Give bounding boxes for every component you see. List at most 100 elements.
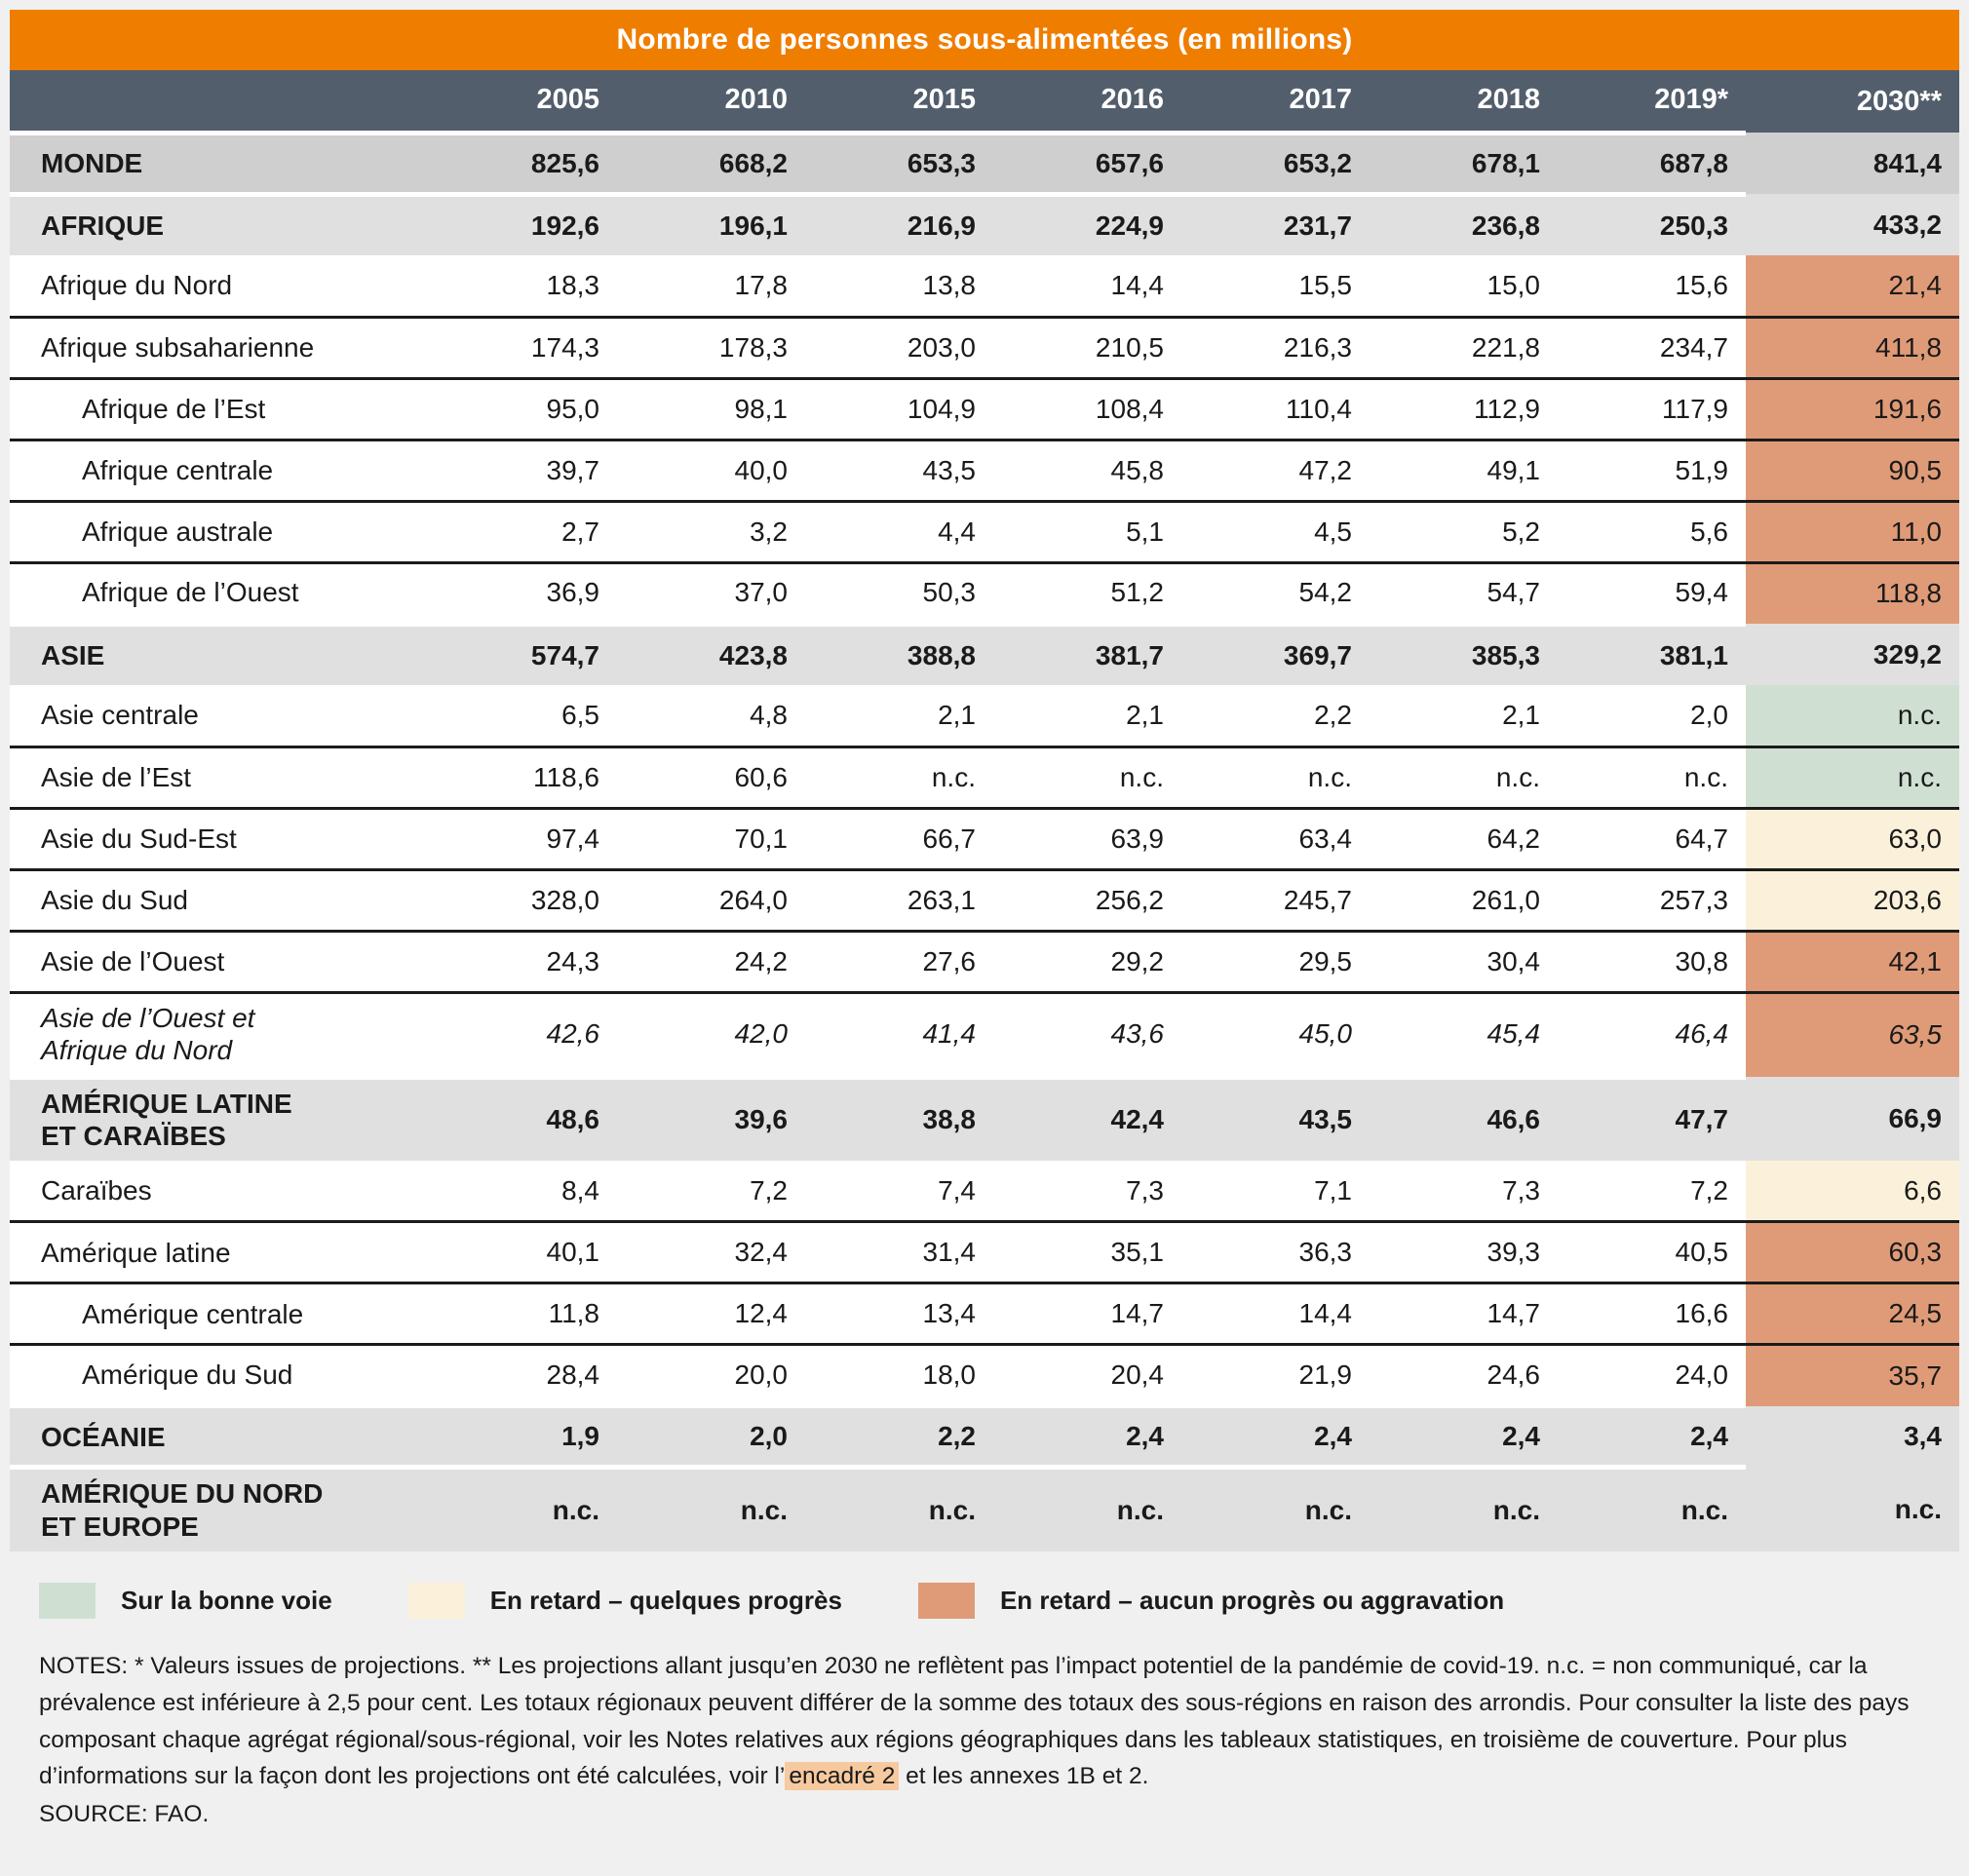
value-cell: 7,3	[1502, 1174, 1540, 1206]
value-cell: 43,5	[805, 438, 993, 501]
value-cell: 36,9	[429, 560, 617, 624]
value-cell: 54,7	[1370, 560, 1558, 624]
value-cell: 31,4	[805, 1220, 993, 1283]
value-cell: 7,2	[750, 1174, 788, 1206]
table-row: Afrique centrale 39,7 40,0 43,5 45,8 47,2 49,1…	[10, 438, 1959, 501]
value-cell: 21,9	[1181, 1343, 1370, 1406]
value-2030-cell: n.c.	[1746, 1467, 1959, 1551]
value-cell: 257,3	[1558, 867, 1746, 931]
value-2030-cell: 118,8	[1746, 560, 1959, 624]
value-cell: n.c.	[805, 745, 993, 808]
value-cell: 54,2	[1181, 560, 1370, 624]
value-cell: 825,6	[429, 130, 617, 194]
table-row: Afrique de l’Ouest 36,9 37,0 50,3 51,2 54,2 54…	[10, 560, 1959, 624]
row-label: AMÉRIQUE LATINE ET CARAÏBES	[10, 1074, 429, 1161]
table-row: AMÉRIQUE LATINE ET CARAÏBES 48,6 39,6 38,8 4…	[10, 1074, 1959, 1161]
table-row: Caraïbes 8,4 7,2 7,4 7,3 7,1 7,3 7,2 6,6	[10, 1160, 1959, 1222]
value-cell: 657,6	[993, 130, 1181, 194]
value-cell: 42,6	[429, 990, 617, 1078]
value-cell: 14,7	[1370, 1282, 1558, 1345]
value-cell: 2,4	[1558, 1403, 1746, 1468]
row-label: Amérique latine	[10, 1220, 429, 1283]
value-cell: 63,4	[1181, 806, 1370, 869]
value-cell: 108,4	[993, 376, 1181, 440]
value-2030-cell: 6,6	[1746, 1160, 1959, 1222]
value-cell: 210,5	[993, 315, 1181, 378]
value-cell: 2,2	[1314, 699, 1352, 730]
value-cell: 18,3	[546, 269, 600, 300]
row-label: Afrique de l’Est	[10, 376, 429, 440]
value-cell: 112,9	[1370, 376, 1558, 440]
row-label: Afrique centrale	[10, 438, 429, 501]
notes-text: NOTES: * Valeurs issues de projections. …	[39, 1652, 1910, 1790]
value-cell: 423,8	[617, 621, 805, 685]
row-label: Asie centrale	[41, 699, 199, 730]
value-cell: 29,2	[993, 929, 1181, 992]
value-cell: 653,2	[1181, 130, 1370, 194]
row-label: Asie de l’Est	[10, 745, 429, 808]
value-cell: 36,3	[1181, 1220, 1370, 1283]
value-2030-cell: 35,7	[1746, 1343, 1959, 1406]
value-cell: 678,1	[1370, 130, 1558, 194]
value-cell: 574,7	[429, 621, 617, 685]
value-cell: 40,5	[1558, 1220, 1746, 1283]
value-cell: 3,2	[617, 499, 805, 562]
value-cell: 29,5	[1181, 929, 1370, 992]
value-cell: 256,2	[993, 867, 1181, 931]
value-cell: 50,3	[805, 560, 993, 624]
value-cell: 20,4	[993, 1343, 1181, 1406]
value-cell: 20,0	[617, 1343, 805, 1406]
value-cell: 174,3	[429, 315, 617, 378]
value-cell: 48,6	[429, 1074, 617, 1161]
value-cell: 328,0	[429, 867, 617, 931]
value-cell: 7,3	[1126, 1174, 1164, 1206]
value-cell: 43,5	[1181, 1074, 1370, 1161]
value-cell: 13,8	[922, 269, 977, 300]
value-2030-cell: 11,0	[1746, 499, 1959, 562]
value-cell: 39,6	[617, 1074, 805, 1161]
value-cell: 37,0	[617, 560, 805, 624]
value-cell: 64,2	[1370, 806, 1558, 869]
value-cell: 63,9	[993, 806, 1181, 869]
value-cell: 45,4	[1370, 990, 1558, 1078]
value-cell: 2,4	[1370, 1403, 1558, 1468]
legend-item-no-progress: En retard – aucun progrès ou aggravation	[917, 1582, 1505, 1619]
table-row: Amérique du Sud 28,4 20,0 18,0 20,4 21,9 24,6 2…	[10, 1343, 1959, 1406]
value-cell: 4,4	[805, 499, 993, 562]
value-cell: n.c.	[429, 1465, 617, 1551]
value-cell: 35,1	[993, 1220, 1181, 1283]
value-cell: 46,6	[1370, 1074, 1558, 1161]
salmon-swatch-icon	[917, 1582, 975, 1619]
table-body: MONDE 825,6 668,2 653,3 657,6 653,2 678,1 687,8…	[10, 130, 1959, 1551]
value-cell: 5,1	[993, 499, 1181, 562]
table-figure: Nombre de personnes sous-alimentées (en …	[10, 10, 1959, 1551]
value-2030-cell: 329,2	[1746, 624, 1959, 685]
table-row: MONDE 825,6 668,2 653,3 657,6 653,2 678,1 687,8…	[10, 130, 1959, 194]
value-cell: 46,4	[1558, 990, 1746, 1078]
row-label: Afrique du Nord	[41, 269, 233, 300]
value-2030-cell: n.c.	[1746, 745, 1959, 808]
value-cell: n.c.	[993, 1465, 1181, 1551]
value-2030-cell: 63,5	[1746, 990, 1959, 1078]
value-cell: 42,0	[617, 990, 805, 1078]
value-cell: 236,8	[1370, 191, 1558, 255]
table-row: Asie de l’Ouest et Afrique du Nord 42,6 42…	[10, 990, 1959, 1078]
value-cell: 178,3	[617, 315, 805, 378]
value-cell: 38,8	[805, 1074, 993, 1161]
legend-label: En retard – aucun progrès ou aggravation	[999, 1585, 1505, 1615]
value-cell: 59,4	[1558, 560, 1746, 624]
value-cell: 45,8	[993, 438, 1181, 501]
value-cell: 2,1	[938, 699, 976, 730]
value-cell: 24,3	[429, 929, 617, 992]
encadre-2-link[interactable]: encadré 2	[785, 1762, 900, 1791]
value-cell: 47,2	[1181, 438, 1370, 501]
row-label: Asie de l’Ouest et Afrique du Nord	[10, 990, 429, 1078]
year-header: 2016	[993, 70, 1181, 133]
value-2030-cell: 21,4	[1746, 255, 1959, 317]
value-2030-cell: 841,4	[1746, 133, 1959, 194]
value-cell: n.c.	[1370, 1465, 1558, 1551]
value-cell: 668,2	[617, 130, 805, 194]
legend-item-on-track: Sur la bonne voie	[39, 1582, 332, 1619]
value-cell: 381,1	[1558, 621, 1746, 685]
value-cell: 14,4	[1181, 1282, 1370, 1345]
